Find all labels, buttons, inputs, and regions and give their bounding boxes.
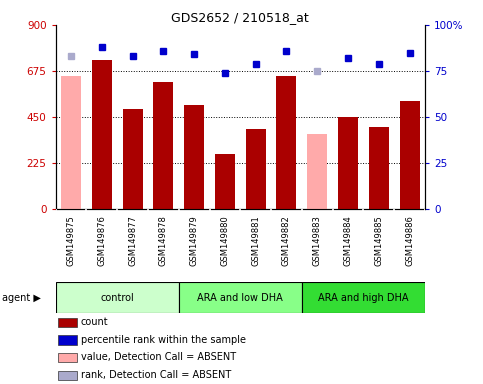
Text: GSM149885: GSM149885 <box>374 215 384 266</box>
Text: agent ▶: agent ▶ <box>2 293 41 303</box>
Bar <box>57 371 77 380</box>
Bar <box>184 105 204 209</box>
Text: GSM149877: GSM149877 <box>128 215 137 266</box>
Bar <box>302 282 425 313</box>
Bar <box>57 335 77 344</box>
Bar <box>338 117 358 209</box>
Bar <box>246 129 266 209</box>
Bar <box>61 76 81 209</box>
Text: GSM149881: GSM149881 <box>251 215 260 266</box>
Title: GDS2652 / 210518_at: GDS2652 / 210518_at <box>171 11 309 24</box>
Text: percentile rank within the sample: percentile rank within the sample <box>81 334 246 344</box>
Bar <box>92 60 112 209</box>
Text: ARA and low DHA: ARA and low DHA <box>198 293 283 303</box>
Bar <box>57 318 77 327</box>
Text: GSM149884: GSM149884 <box>343 215 353 266</box>
Text: GSM149879: GSM149879 <box>190 215 199 266</box>
Bar <box>215 154 235 209</box>
Text: value, Detection Call = ABSENT: value, Detection Call = ABSENT <box>81 353 236 362</box>
Bar <box>276 76 297 209</box>
Text: ARA and high DHA: ARA and high DHA <box>318 293 409 303</box>
Text: GSM149876: GSM149876 <box>97 215 106 266</box>
Text: GSM149875: GSM149875 <box>67 215 75 266</box>
Bar <box>179 282 302 313</box>
Bar <box>399 101 420 209</box>
Bar <box>57 353 77 362</box>
Bar <box>369 127 389 209</box>
Text: control: control <box>100 293 134 303</box>
Text: GSM149878: GSM149878 <box>159 215 168 266</box>
Text: GSM149880: GSM149880 <box>220 215 229 266</box>
Bar <box>123 109 142 209</box>
Text: GSM149883: GSM149883 <box>313 215 322 266</box>
Text: GSM149882: GSM149882 <box>282 215 291 266</box>
Text: count: count <box>81 317 109 327</box>
Bar <box>56 282 179 313</box>
Text: rank, Detection Call = ABSENT: rank, Detection Call = ABSENT <box>81 370 231 380</box>
Text: GSM149886: GSM149886 <box>405 215 414 266</box>
Bar <box>153 82 173 209</box>
Bar <box>307 134 327 209</box>
